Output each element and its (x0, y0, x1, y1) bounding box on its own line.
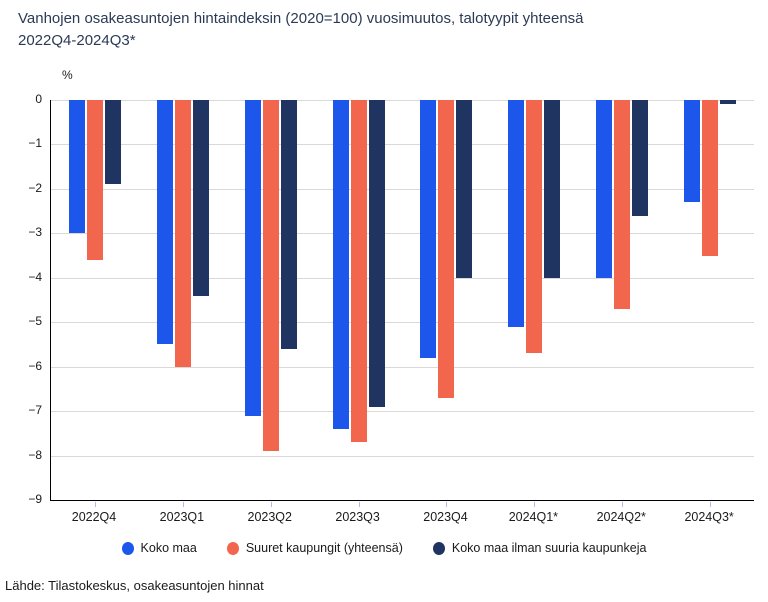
bar-2023Q2-series1 (244, 100, 261, 416)
gridline (51, 411, 754, 413)
x-tick-mark (270, 501, 272, 507)
gridline (51, 233, 754, 235)
x-tick-label: 2023Q2 (247, 510, 292, 524)
gridline (51, 455, 754, 457)
y-tick-label: 0 (35, 92, 42, 106)
legend-label: Suuret kaupungit (yhteensä) (245, 541, 403, 555)
bar-2022Q4-series1 (68, 100, 85, 234)
x-tick-mark (710, 501, 712, 507)
bar-2024Q1*-series3 (544, 100, 561, 278)
gridline (51, 100, 754, 101)
y-tick-label: −9 (28, 492, 42, 506)
bar-2024Q3*-series3 (720, 100, 737, 105)
y-tick-label: −4 (28, 269, 42, 284)
bar-2023Q3-series3 (368, 100, 385, 407)
bar-2024Q2*-series1 (596, 100, 613, 278)
source-note: Lähde: Tilastokeskus, osakeasuntojen hin… (5, 578, 264, 593)
legend-label: Koko maa ilman suuria kaupunkeja (451, 541, 647, 555)
page-title-line1: Vanhojen osakeasuntojen hintaindeksin (2… (18, 10, 584, 27)
y-tick-label: −1 (28, 136, 42, 151)
bar-2024Q2*-series2 (614, 100, 631, 309)
x-tick-mark (622, 501, 624, 507)
bar-2024Q1*-series2 (526, 100, 543, 354)
legend-item-series3: Koko maa ilman suuria kaupunkeja (432, 541, 647, 555)
x-tick-label: 2022Q4 (71, 510, 117, 524)
gridline (51, 366, 754, 368)
bar-2024Q2*-series3 (632, 100, 649, 216)
y-tick-label: −2 (28, 180, 42, 195)
bar-2023Q3-series1 (332, 100, 349, 429)
bar-2023Q2-series2 (262, 100, 279, 452)
gridline (51, 277, 754, 279)
bar-2023Q3-series2 (350, 100, 367, 443)
y-tick-label: −7 (28, 403, 42, 418)
bar-2023Q1-series3 (192, 100, 209, 296)
legend-swatch-icon (432, 541, 445, 555)
bar-2024Q3*-series1 (684, 100, 701, 203)
y-tick-label: −6 (28, 358, 42, 373)
y-axis-unit-label: % (62, 68, 73, 82)
bar-2023Q2-series3 (280, 100, 297, 349)
x-tick-mark (94, 501, 96, 507)
x-tick-mark (182, 501, 184, 507)
bar-2024Q1*-series1 (508, 100, 525, 327)
y-tick-label: −8 (28, 447, 42, 462)
bar-2022Q4-series2 (86, 100, 103, 260)
page-title: Vanhojen osakeasuntojen hintaindeksin (2… (18, 8, 748, 52)
x-tick-label: 2024Q1* (508, 510, 559, 524)
x-tick-label: 2023Q1 (159, 510, 205, 524)
y-tick-label: −5 (28, 314, 42, 329)
page-title-line2: 2022Q4-2024Q3* (18, 32, 136, 49)
bar-2024Q3*-series2 (702, 100, 719, 256)
legend-label: Koko maa (140, 541, 197, 555)
bar-2022Q4-series3 (104, 100, 121, 185)
gridline (51, 322, 754, 324)
bar-2023Q4-series2 (438, 100, 455, 398)
x-tick-mark (358, 501, 360, 507)
x-tick-label: 2023Q3 (335, 510, 380, 524)
legend-swatch-icon (226, 541, 239, 555)
y-tick-label: −3 (28, 225, 42, 240)
legend-item-series1: Koko maa (121, 541, 197, 555)
x-tick-mark (534, 501, 536, 507)
legend-item-series2: Suuret kaupungit (yhteensä) (226, 541, 403, 555)
x-tick-label: 2024Q2* (596, 510, 646, 524)
bar-2023Q4-series1 (420, 100, 437, 358)
x-tick-label: 2024Q3* (684, 510, 734, 524)
bar-2023Q1-series1 (156, 100, 173, 345)
gridline (51, 144, 754, 146)
bar-2023Q1-series2 (174, 100, 191, 367)
gridline (51, 188, 754, 190)
x-tick-mark (446, 501, 448, 507)
bar-2023Q4-series3 (456, 100, 473, 278)
legend-swatch-icon (121, 541, 134, 555)
x-tick-label: 2023Q4 (423, 510, 468, 524)
chart-legend: Koko maa Suuret kaupungit (yhteensä) Koko … (0, 541, 768, 555)
plot-area (50, 100, 754, 507)
